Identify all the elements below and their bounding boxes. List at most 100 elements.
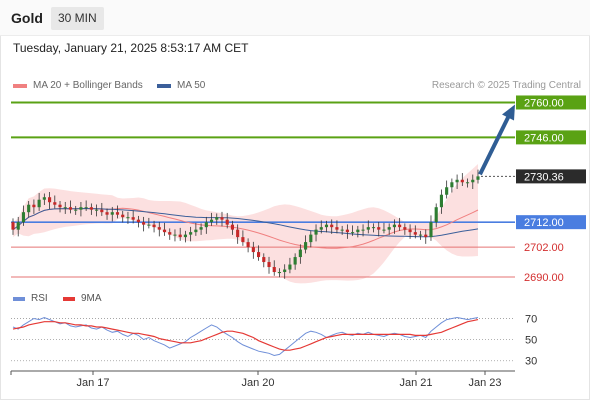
- candle-body: [429, 222, 433, 238]
- candle-body: [63, 207, 67, 209]
- bollinger-swatch: [13, 83, 27, 88]
- candle-body: [246, 242, 250, 248]
- candle-body: [277, 272, 282, 274]
- candle-body: [256, 252, 261, 258]
- candle-body: [330, 224, 334, 228]
- legend-rsi-ma: 9MA: [63, 293, 102, 304]
- candle-body: [476, 176, 480, 180]
- candle-body: [293, 257, 297, 265]
- candle-body: [58, 204, 62, 208]
- candle-body: [152, 224, 156, 228]
- legend-ma50: MA 50: [157, 80, 205, 91]
- candle-body: [95, 209, 99, 211]
- ma50-label: MA 50: [177, 80, 206, 91]
- candle-body: [361, 229, 365, 231]
- candle-body: [335, 227, 339, 230]
- candle-body: [79, 207, 83, 210]
- candle-body: [131, 217, 135, 220]
- instrument-title: Gold: [11, 10, 43, 26]
- candle-body: [267, 262, 271, 268]
- candle-body: [236, 229, 240, 238]
- candle-body: [11, 222, 15, 230]
- candle-body: [382, 229, 386, 231]
- candle-body: [351, 232, 355, 234]
- support-label: 2690.00: [524, 272, 564, 284]
- support-label: 2702.00: [524, 242, 564, 254]
- rsi-label: RSI: [31, 293, 48, 304]
- legend-bollinger: MA 20 + Bollinger Bands: [13, 80, 143, 91]
- candle-body: [324, 224, 329, 228]
- candle-body: [215, 217, 219, 220]
- candle-body: [471, 179, 475, 183]
- rsi-ma-label: 9MA: [81, 293, 102, 304]
- candle-body: [262, 257, 266, 263]
- bollinger-band-fill: [13, 164, 478, 284]
- x-tick-label: Jan 17: [76, 377, 109, 389]
- candle-body: [340, 229, 344, 231]
- x-tick-label: Jan 21: [399, 377, 432, 389]
- x-tick-label: Jan 23: [468, 377, 501, 389]
- candles: [11, 169, 480, 279]
- forecast-arrow: [478, 104, 515, 176]
- candle-body: [126, 217, 130, 219]
- candle-body: [345, 229, 349, 233]
- candle-body: [168, 232, 172, 235]
- candle-body: [199, 227, 203, 230]
- candle-body: [403, 227, 407, 230]
- rsi-level-label: 50: [525, 335, 537, 347]
- candle-body: [460, 179, 464, 183]
- candle-body: [371, 227, 376, 229]
- candle-body: [68, 207, 73, 210]
- x-tick-label: Jan 20: [241, 377, 274, 389]
- candle-body: [136, 219, 140, 223]
- candle-body: [439, 194, 443, 208]
- pivot-tag: [516, 215, 586, 230]
- candle-body: [408, 229, 412, 233]
- candle-body: [241, 237, 245, 243]
- candle-body: [48, 197, 52, 203]
- candle-body: [37, 199, 41, 208]
- candle-body: [89, 207, 93, 210]
- resistance-label: 2760.00: [524, 97, 564, 109]
- price-labels: 2760.00 2746.00 2730.36 2712.00 2702.00 2690.…: [516, 95, 586, 284]
- rsi-level-label: 70: [525, 314, 537, 326]
- bollinger-label: MA 20 + Bollinger Bands: [33, 80, 143, 91]
- last-price-label: 2730.36: [524, 171, 564, 183]
- candle-body: [314, 229, 318, 235]
- chart-header: Gold 30 MIN: [0, 0, 590, 36]
- timestamp: Tuesday, January 21, 2025 8:53:17 AM CET: [13, 41, 249, 55]
- candle-body: [251, 247, 255, 253]
- candle-body: [157, 227, 161, 230]
- candle-body: [100, 209, 104, 213]
- candle-body: [434, 207, 438, 223]
- candle-body: [356, 229, 360, 233]
- resistance-label: 2746.00: [524, 132, 564, 144]
- candle-body: [319, 227, 323, 230]
- candle-body: [32, 204, 36, 208]
- candle-body: [162, 229, 167, 233]
- candle-body: [288, 264, 292, 270]
- candle-body: [272, 267, 276, 273]
- candle-body: [455, 179, 459, 183]
- candle-body: [309, 234, 313, 243]
- candle-body: [110, 212, 114, 215]
- rsi-line: [12, 316, 479, 357]
- legend-rsi: RSI: [13, 293, 48, 304]
- last-price-tag: [516, 169, 586, 184]
- copyright-text: Research © 2025 Trading Central: [431, 80, 581, 91]
- rsi-ma-swatch: [63, 296, 75, 301]
- bollinger-bands: [13, 164, 478, 284]
- candle-body: [225, 219, 229, 225]
- candle-body: [115, 212, 120, 215]
- candle-body: [21, 212, 26, 223]
- candle-body: [413, 232, 417, 235]
- candle-body: [387, 227, 391, 230]
- rsi-level-label: 30: [525, 356, 537, 368]
- candle-body: [418, 234, 423, 236]
- candle-body: [304, 242, 308, 250]
- arrow-head: [502, 104, 515, 121]
- pivot-label: 2712.00: [524, 217, 564, 229]
- resistance-tag: [516, 95, 586, 110]
- timeframe-button[interactable]: 30 MIN: [51, 7, 104, 30]
